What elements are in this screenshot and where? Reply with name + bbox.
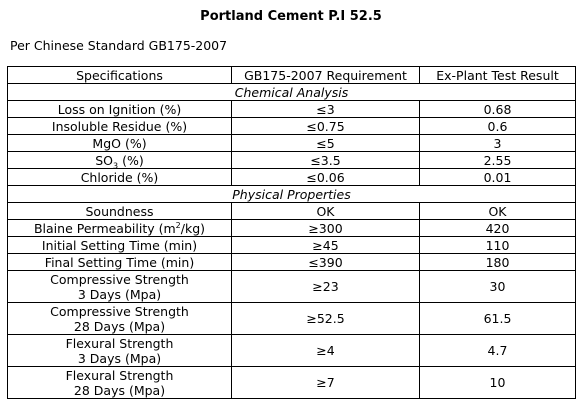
spec-line-1: Compressive Strength bbox=[50, 303, 189, 319]
spec-cell: Compressive Strength 28 Days (Mpa) bbox=[7, 302, 232, 335]
requirement-cell: ≥7 bbox=[231, 366, 420, 399]
section-row-chemical: Chemical Analysis bbox=[7, 83, 576, 101]
table-row: MgO (%) ≤5 3 bbox=[7, 134, 576, 152]
header-requirement: GB175-2007 Requirement bbox=[231, 66, 420, 84]
requirement-cell: ≥52.5 bbox=[231, 302, 420, 335]
requirement-cell: ≤5 bbox=[231, 134, 420, 152]
document-title: Portland Cement P.I 52.5 bbox=[200, 9, 382, 24]
table-row: Insoluble Residue (%) ≤0.75 0.6 bbox=[7, 117, 576, 135]
table-row: Chloride (%) ≤0.06 0.01 bbox=[7, 168, 576, 186]
spec-line-1: Flexural Strength bbox=[65, 367, 174, 383]
spec-line-2: 3 Days (Mpa) bbox=[77, 286, 162, 302]
spec-cell: Flexural Strength 28 Days (Mpa) bbox=[7, 366, 232, 399]
result-cell: 0.68 bbox=[419, 100, 576, 118]
specification-table: Specifications GB175-2007 Requirement Ex… bbox=[7, 66, 576, 399]
spec-cell: Loss on Ignition (%) bbox=[7, 100, 232, 118]
table-row: Loss on Ignition (%) ≤3 0.68 bbox=[7, 100, 576, 118]
result-cell: 110 bbox=[419, 236, 576, 254]
result-cell: 10 bbox=[419, 366, 576, 399]
header-row: Specifications GB175-2007 Requirement Ex… bbox=[7, 66, 576, 84]
spec-text-suffix: /kg) bbox=[180, 220, 206, 236]
standard-subtitle: Per Chinese Standard GB175-2007 bbox=[10, 38, 228, 53]
result-cell: 61.5 bbox=[419, 302, 576, 335]
table-row: Compressive Strength 28 Days (Mpa) ≥52.5 … bbox=[7, 302, 576, 335]
spec-line-2: 3 Days (Mpa) bbox=[77, 350, 162, 366]
result-cell: 420 bbox=[419, 219, 576, 237]
requirement-cell: ≥4 bbox=[231, 334, 420, 367]
requirement-cell: ≥300 bbox=[231, 219, 420, 237]
result-cell: 30 bbox=[419, 270, 576, 303]
table-row: Compressive Strength 3 Days (Mpa) ≥23 30 bbox=[7, 270, 576, 303]
spec-cell: Initial Setting Time (min) bbox=[7, 236, 232, 254]
table-row: Blaine Permeability (m2/kg) ≥300 420 bbox=[7, 219, 576, 237]
table-row: Flexural Strength 28 Days (Mpa) ≥7 10 bbox=[7, 366, 576, 399]
section-physical-properties: Physical Properties bbox=[7, 185, 576, 203]
spec-line-1: Compressive Strength bbox=[50, 271, 189, 287]
result-cell: 2.55 bbox=[419, 151, 576, 169]
requirement-cell: ≤3.5 bbox=[231, 151, 420, 169]
subscript-text: 3 bbox=[113, 161, 119, 170]
table-row: SO3 (%) ≤3.5 2.55 bbox=[7, 151, 576, 170]
header-test-result: Ex-Plant Test Result bbox=[419, 66, 576, 84]
result-cell: 0.6 bbox=[419, 117, 576, 135]
requirement-cell: ≥45 bbox=[231, 236, 420, 254]
section-row-physical: Physical Properties bbox=[7, 185, 576, 203]
header-specifications: Specifications bbox=[7, 66, 232, 84]
spec-line-1: Flexural Strength bbox=[65, 335, 174, 351]
spec-cell: Chloride (%) bbox=[7, 168, 232, 186]
spec-cell: SO3 (%) bbox=[7, 151, 232, 170]
table-row: Initial Setting Time (min) ≥45 110 bbox=[7, 236, 576, 254]
superscript-text: 2 bbox=[175, 220, 181, 230]
spec-cell: Flexural Strength 3 Days (Mpa) bbox=[7, 334, 232, 367]
requirement-cell: ≤0.75 bbox=[231, 117, 420, 135]
table-row: Flexural Strength 3 Days (Mpa) ≥4 4.7 bbox=[7, 334, 576, 367]
spec-cell: Insoluble Residue (%) bbox=[7, 117, 232, 135]
spec-cell: Compressive Strength 3 Days (Mpa) bbox=[7, 270, 232, 303]
spec-cell: MgO (%) bbox=[7, 134, 232, 152]
result-cell: OK bbox=[419, 202, 576, 220]
section-chemical-analysis: Chemical Analysis bbox=[7, 83, 576, 101]
table-row: Soundness OK OK bbox=[7, 202, 576, 220]
requirement-cell: ≤3 bbox=[231, 100, 420, 118]
spec-cell: Soundness bbox=[7, 202, 232, 220]
requirement-cell: ≤390 bbox=[231, 253, 420, 271]
spec-line-2: 28 Days (Mpa) bbox=[73, 318, 166, 334]
spec-text-suffix: (%) bbox=[118, 152, 144, 168]
spec-text: Blaine Permeability (m bbox=[33, 220, 176, 236]
spec-text: SO bbox=[95, 152, 114, 168]
result-cell: 180 bbox=[419, 253, 576, 271]
result-cell: 3 bbox=[419, 134, 576, 152]
requirement-cell: OK bbox=[231, 202, 420, 220]
requirement-cell: ≥23 bbox=[231, 270, 420, 303]
requirement-cell: ≤0.06 bbox=[231, 168, 420, 186]
table-row: Final Setting Time (min) ≤390 180 bbox=[7, 253, 576, 271]
result-cell: 0.01 bbox=[419, 168, 576, 186]
spec-cell: Blaine Permeability (m2/kg) bbox=[7, 219, 232, 237]
result-cell: 4.7 bbox=[419, 334, 576, 367]
spec-line-2: 28 Days (Mpa) bbox=[73, 382, 166, 398]
spec-cell: Final Setting Time (min) bbox=[7, 253, 232, 271]
